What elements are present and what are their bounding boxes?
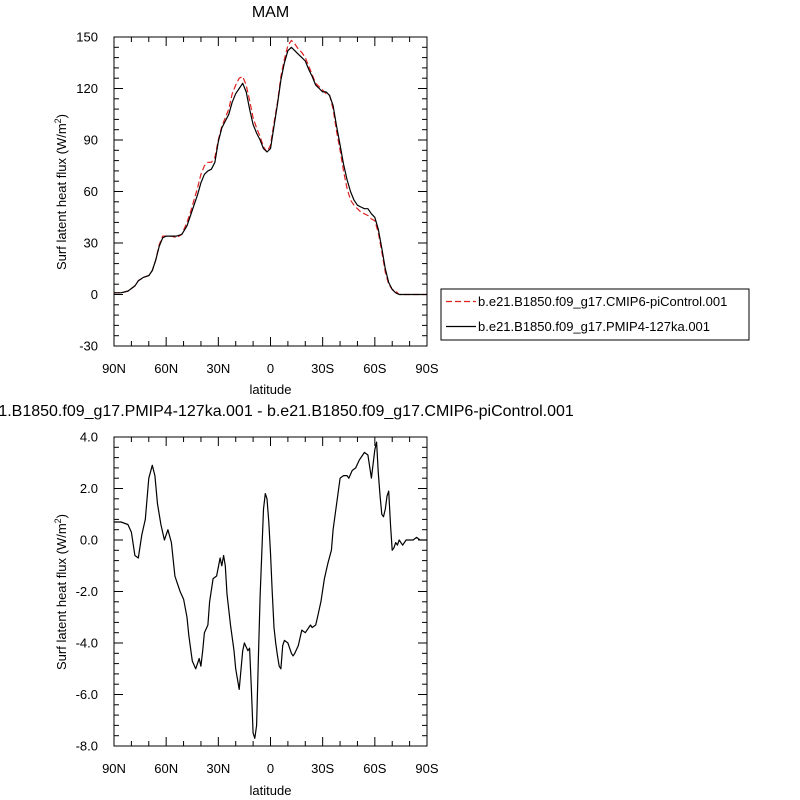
- top-chart-ylabel-superscript: 2: [53, 118, 63, 123]
- top-chart-ytick-label: 60: [84, 184, 98, 199]
- bottom-chart-ytick-label: 2.0: [80, 481, 98, 496]
- bottom-chart-xtick-label: 60S: [363, 761, 386, 776]
- top-chart-frame: [113, 36, 428, 347]
- legend: b.e21.B1850.f09_g17.CMIP6-piControl.001 …: [440, 288, 750, 341]
- top-chart-ylabel-main: Surf latent heat flux (W/m: [54, 123, 69, 270]
- bottom-chart-series: [114, 441, 427, 739]
- bottom-chart-ytick-label: 4.0: [80, 430, 98, 445]
- legend-label-picontrol: b.e21.B1850.f09_g17.CMIP6-piControl.001: [478, 294, 727, 309]
- bottom-chart-ylabel: Surf latent heat flux (W/m2): [53, 514, 69, 670]
- bottom-chart-panel: b.e21.B1850.f09_g17.PMIP4-127ka.001 - b.…: [0, 403, 574, 798]
- bottom-chart-xlabel: latitude: [250, 783, 292, 798]
- top-chart-xtick-label: 60N: [154, 361, 178, 376]
- top-chart-xtick-label: 90S: [415, 361, 438, 376]
- bottom-chart-ytick-label: 0.0: [80, 533, 98, 548]
- bottom-chart-title: b.e21.B1850.f09_g17.PMIP4-127ka.001 - b.…: [0, 403, 574, 420]
- top-chart-xtick-label: 90N: [102, 361, 126, 376]
- bottom-chart-ytick-label: -8.0: [76, 739, 98, 754]
- bottom-chart-ytick-label: -2.0: [76, 584, 98, 599]
- top-chart-ylabel-close: ): [54, 114, 69, 118]
- top-chart-xtick-label: 60S: [363, 361, 386, 376]
- bottom-chart-ylabel-superscript: 2: [53, 518, 63, 523]
- bottom-chart-xtick-label: 30S: [311, 761, 334, 776]
- top-chart-series-line-1: [114, 46, 427, 296]
- top-chart-axes: -30 0 30 60 90 120 150 90N 60N 30N 0 30S 60S 90S: [76, 30, 439, 377]
- bottom-chart-axes: -8.0 -6.0 -4.0 -2.0 0.0 2.0 4.0 90N 60N 30N 0 30S 60…: [76, 430, 439, 777]
- top-chart-ytick-label: 30: [84, 236, 98, 251]
- top-chart-xtick-label: 30S: [311, 361, 334, 376]
- top-chart-ylabel: Surf latent heat flux (W/m2): [53, 114, 69, 270]
- bottom-chart-frame: [113, 436, 428, 747]
- top-chart-xtick-label: 0: [267, 361, 274, 376]
- bottom-chart-ylabel-close: ): [54, 514, 69, 518]
- bottom-chart-xtick-label: 90N: [102, 761, 126, 776]
- bottom-chart-ytick-label: -6.0: [76, 687, 98, 702]
- top-chart-ytick-label: 150: [76, 30, 98, 45]
- legend-box: [440, 288, 750, 341]
- top-chart-ytick-label: 0: [91, 287, 98, 302]
- bottom-chart-ytick-label: -4.0: [76, 636, 98, 651]
- top-chart-title: MAM: [252, 4, 289, 21]
- bottom-chart-xtick-label: 0: [267, 761, 274, 776]
- bottom-chart-series-line-0: [114, 441, 427, 739]
- legend-label-127ka: b.e21.B1850.f09_g17.PMIP4-127ka.001: [478, 319, 710, 334]
- top-chart-xtick-label: 30N: [206, 361, 230, 376]
- bottom-chart-xtick-label: 60N: [154, 761, 178, 776]
- top-chart-xlabel: latitude: [250, 382, 292, 397]
- bottom-chart-xtick-label: 30N: [206, 761, 230, 776]
- top-chart-series: [114, 39, 427, 296]
- top-chart-series-line-0: [114, 39, 427, 296]
- top-chart-ytick-label: 120: [76, 81, 98, 96]
- top-chart-ytick-label: -30: [79, 339, 98, 354]
- bottom-chart-xtick-label: 90S: [415, 761, 438, 776]
- bottom-chart-ylabel-main: Surf latent heat flux (W/m: [54, 523, 69, 670]
- top-chart-ytick-label: 90: [84, 133, 98, 148]
